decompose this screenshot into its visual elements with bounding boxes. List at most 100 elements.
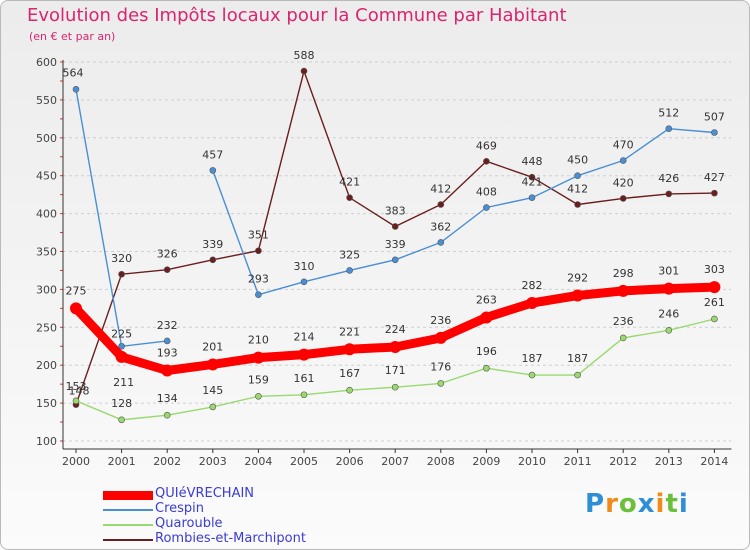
data-label: 512 <box>658 107 679 120</box>
data-label: 159 <box>248 373 269 386</box>
data-label: 412 <box>430 183 451 196</box>
y-tick-label: 350 <box>36 246 57 259</box>
data-point <box>480 311 493 324</box>
data-point <box>619 334 627 342</box>
data-label: 298 <box>613 267 634 280</box>
data-point <box>528 194 536 201</box>
data-point <box>528 173 536 181</box>
data-label: 193 <box>157 347 178 360</box>
data-label: 236 <box>613 315 634 328</box>
data-point <box>298 348 310 361</box>
data-point <box>434 331 447 344</box>
data-point <box>708 281 721 294</box>
data-label: 211 <box>113 376 134 389</box>
data-label: 470 <box>613 139 634 152</box>
data-label: 225 <box>111 327 132 340</box>
data-point <box>391 383 399 391</box>
data-point <box>711 315 718 323</box>
data-label: 420 <box>613 176 634 189</box>
logo-letter: x <box>637 489 656 519</box>
legend-swatch <box>103 524 153 526</box>
data-point <box>72 397 80 405</box>
y-tick-label: 100 <box>36 435 57 448</box>
data-point <box>255 392 262 400</box>
data-label: 383 <box>385 204 406 217</box>
data-label: 303 <box>704 263 725 276</box>
data-label: 201 <box>202 340 223 353</box>
data-point <box>300 278 308 286</box>
data-point <box>255 291 262 299</box>
data-label: 221 <box>339 325 360 338</box>
x-tick-label: 2005 <box>290 455 318 468</box>
data-label: 421 <box>339 176 360 189</box>
data-point <box>711 129 718 136</box>
x-tick-label: 2000 <box>62 455 90 468</box>
data-point <box>118 270 125 278</box>
data-point <box>118 416 125 424</box>
data-label: 161 <box>294 372 315 385</box>
data-label: 293 <box>248 273 269 286</box>
data-label: 351 <box>248 229 269 242</box>
data-label: 263 <box>476 293 497 306</box>
data-point <box>619 157 627 164</box>
data-point <box>163 337 171 345</box>
data-point <box>526 297 538 310</box>
y-tick-label: 300 <box>36 283 57 296</box>
data-point <box>665 125 673 133</box>
logo-letter: o <box>618 489 638 519</box>
data-label: 128 <box>111 397 132 410</box>
data-point <box>161 364 174 377</box>
logo-letter: i <box>655 489 666 519</box>
data-point <box>209 256 217 264</box>
y-tick-label: 200 <box>36 359 57 372</box>
x-tick-label: 2011 <box>564 455 592 468</box>
data-label: 339 <box>385 238 406 251</box>
data-label: 469 <box>476 139 497 152</box>
x-tick-label: 2013 <box>655 455 683 468</box>
data-point <box>206 358 219 371</box>
data-label: 326 <box>157 248 178 261</box>
data-label: 448 <box>522 155 543 168</box>
axes: 100 150 200 250 300 350 400 450 500 550 600 2000 200… <box>36 56 732 468</box>
data-point <box>163 411 171 419</box>
chart-title: Evolution des Impôts locaux pour la Comm… <box>27 5 567 26</box>
data-point <box>389 341 402 354</box>
data-labels: 148 320 326 339 351 588 421 383 412 469 448 412 420 4… <box>63 49 725 410</box>
x-tick-label: 2009 <box>472 455 500 468</box>
data-point <box>574 172 581 179</box>
data-point <box>255 247 262 255</box>
data-label: 153 <box>66 380 87 393</box>
data-label: 588 <box>294 49 315 62</box>
data-label: 292 <box>567 271 588 284</box>
x-tick-label: 2014 <box>700 455 728 468</box>
data-point <box>118 342 125 350</box>
data-label: 187 <box>522 352 543 365</box>
data-label: 210 <box>248 334 269 347</box>
legend-label: Crespin <box>155 501 205 516</box>
data-label: 148 <box>69 385 90 398</box>
series-qui-vrechain <box>70 281 721 377</box>
data-label: 325 <box>339 248 360 261</box>
data-point <box>665 327 673 334</box>
data-label: 564 <box>63 66 84 79</box>
proxiti-logo: Proxiti <box>585 489 689 519</box>
data-point <box>437 239 445 246</box>
data-point <box>391 223 399 230</box>
data-label: 187 <box>567 352 588 365</box>
data-label: 261 <box>704 296 725 309</box>
logo-letter: i <box>678 489 689 519</box>
data-point <box>252 351 265 364</box>
data-label: 232 <box>157 319 178 332</box>
series-quarouble <box>72 315 718 424</box>
data-point <box>346 194 353 201</box>
y-tick-label: 150 <box>36 397 57 410</box>
logo-letter: r <box>605 489 619 519</box>
data-point <box>115 350 128 363</box>
data-point <box>619 195 627 202</box>
y-tick-label: 450 <box>36 170 57 183</box>
data-label: 450 <box>567 154 588 167</box>
data-point <box>346 386 353 394</box>
x-tick-label: 2003 <box>199 455 227 468</box>
data-point <box>437 380 445 387</box>
data-point <box>711 189 718 197</box>
